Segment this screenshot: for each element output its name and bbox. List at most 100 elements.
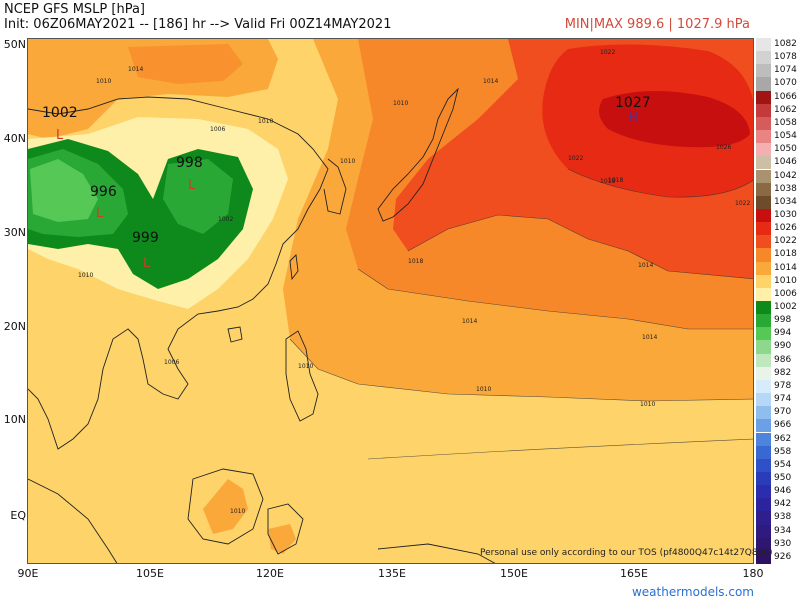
pressure-band-1014-celebes [268, 524, 296, 554]
legend-swatch [756, 248, 771, 262]
min-max-readout: MIN|MAX 989.6 | 1027.9 hPa [564, 17, 750, 32]
low-value-998: 998 [176, 155, 203, 171]
legend-label: 1062 [774, 104, 797, 115]
legend-row: 950 [756, 471, 800, 486]
legend-swatch [756, 485, 771, 499]
legend-swatch [756, 327, 771, 341]
coastline-new-guinea [377, 543, 496, 563]
coastline-asia [28, 96, 329, 450]
lat-label-30n: 30N [3, 226, 26, 239]
legend-swatch [756, 222, 771, 236]
legend-swatch [756, 419, 771, 433]
legend-row: 1022 [756, 235, 800, 249]
pressure-band-1018-northwest [128, 44, 243, 84]
coastline-philippines [285, 330, 319, 422]
legend-swatch [756, 471, 771, 486]
low-marker-996: L [96, 206, 104, 221]
legend-label: 986 [774, 354, 792, 365]
legend-row: 986 [756, 353, 800, 367]
legend-swatch [756, 116, 771, 131]
lon-label-150e: 150E [500, 567, 528, 580]
legend-row: 962 [756, 432, 800, 446]
coastline-sumatra [28, 478, 118, 563]
pressure-band-994 [30, 159, 98, 222]
pressure-band-1030 [599, 90, 750, 148]
low-marker-1002: L [56, 128, 64, 143]
isobar-1018 [357, 268, 753, 330]
legend-row: 1070 [756, 77, 800, 91]
legend-row: 994 [756, 327, 800, 341]
legend-label: 954 [774, 459, 792, 470]
contour-label: 1022 [568, 155, 583, 162]
legend-swatch [756, 366, 771, 380]
isobar-1014 [289, 338, 753, 402]
contour-label: 1010 [96, 78, 111, 85]
legend-row: 930 [756, 537, 800, 551]
legend-label: 1010 [774, 275, 797, 286]
legend-swatch [756, 195, 771, 209]
legend-row: 970 [756, 406, 800, 420]
legend-row: 1054 [756, 130, 800, 144]
isobar-1010-south [367, 438, 753, 460]
watermark-link[interactable]: weathermodels.com [631, 585, 754, 599]
lon-label-90e: 90E [17, 567, 39, 580]
legend-swatch [756, 537, 771, 551]
pressure-band-998-east [163, 159, 233, 234]
coastline-taiwan [289, 254, 299, 281]
legend-label: 1078 [774, 52, 797, 63]
contour-label: 1006 [164, 359, 179, 366]
lat-label-50n: 50N [3, 38, 26, 51]
legend-label: 978 [774, 380, 792, 391]
coastline-sulawesi [267, 503, 304, 555]
legend-label: 1058 [774, 117, 797, 128]
legend-swatch [756, 64, 771, 78]
legend-label: 974 [774, 394, 792, 405]
legend-label: 1014 [774, 262, 797, 273]
contour-label: 1010 [298, 363, 313, 370]
legend-swatch [756, 524, 771, 538]
contour-label: 1006 [210, 126, 225, 133]
legend-label: 938 [774, 512, 792, 523]
legend-label: 1030 [774, 209, 797, 220]
legend-swatch [756, 38, 771, 52]
lat-label-40n: 40N [3, 132, 26, 145]
legend-row: 958 [756, 445, 800, 459]
legend-row: 1002 [756, 301, 800, 315]
contour-label: 1010 [393, 100, 408, 107]
lat-label-20n: 20N [3, 320, 26, 333]
lon-label-105e: 105E [136, 567, 164, 580]
legend-swatch [756, 550, 771, 564]
legend-swatch [756, 143, 771, 157]
contour-label: 1026 [716, 144, 731, 151]
contour-label: 1010 [476, 386, 491, 393]
mslp-map[interactable]: 1002 L 998 L 996 L 999 L 1027 H 1014 101… [27, 38, 754, 564]
low-marker-999: L [143, 256, 151, 271]
legend-swatch [756, 458, 771, 472]
legend-swatch [756, 393, 771, 407]
high-value-1027: 1027 [615, 95, 651, 111]
contour-label: 1002 [218, 216, 233, 223]
legend-label: 982 [774, 367, 792, 378]
legend-row: 1010 [756, 274, 800, 288]
lon-label-135e: 135E [378, 567, 406, 580]
legend-swatch [756, 406, 771, 420]
lon-label-180: 180 [742, 567, 764, 580]
contour-label: 1010 [640, 401, 655, 408]
legend-label: 1042 [774, 170, 797, 181]
legend-row: 934 [756, 524, 800, 538]
legend-swatch [756, 287, 771, 301]
legend-row: 1050 [756, 143, 800, 157]
legend-row: 1042 [756, 169, 800, 183]
legend-row: 1082 [756, 38, 800, 52]
legend-row: 1074 [756, 64, 800, 78]
legend-row: 974 [756, 393, 800, 407]
legend-swatch [756, 90, 771, 104]
legend-row: 938 [756, 511, 800, 525]
contour-label: 1010 [78, 272, 93, 279]
legend-label: 1082 [774, 39, 797, 49]
contour-label: 1018 [608, 177, 623, 184]
legend-row: 1058 [756, 116, 800, 131]
legend-label: 1006 [774, 288, 797, 299]
legend-swatch [756, 432, 771, 446]
legend-label: 1074 [774, 65, 797, 76]
